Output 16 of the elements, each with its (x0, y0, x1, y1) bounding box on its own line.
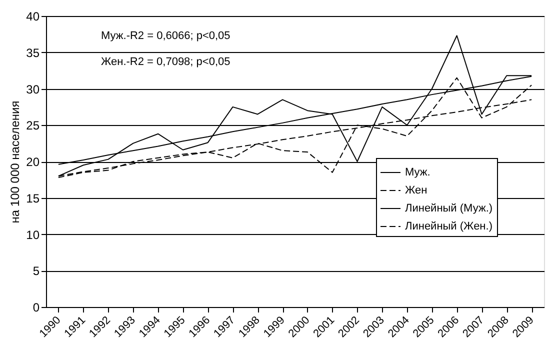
y-tick-label: 35 (26, 46, 40, 60)
y-tick-label: 5 (32, 264, 40, 278)
y-tick-label: 20 (26, 155, 40, 169)
annotation: Жен.-R2 = 0,7098; p<0,05 (101, 56, 230, 68)
legend-label: Жен (405, 184, 428, 196)
legend-label: Линейный (Жен.) (405, 220, 492, 232)
legend-label: Муж. (405, 166, 430, 178)
y-tick-label: 40 (26, 10, 40, 24)
y-tick-label: 30 (26, 82, 40, 96)
legend-label: Линейный (Муж.) (405, 202, 493, 214)
annotation: Муж.-R2 = 0,6066; p<0,05 (101, 30, 230, 42)
y-tick-label: 10 (26, 228, 40, 242)
y-axis-title: на 100 000 населения (8, 100, 22, 224)
y-tick-label: 0 (32, 300, 40, 314)
y-tick-label: 25 (26, 118, 40, 133)
y-tick-label: 15 (26, 191, 40, 206)
